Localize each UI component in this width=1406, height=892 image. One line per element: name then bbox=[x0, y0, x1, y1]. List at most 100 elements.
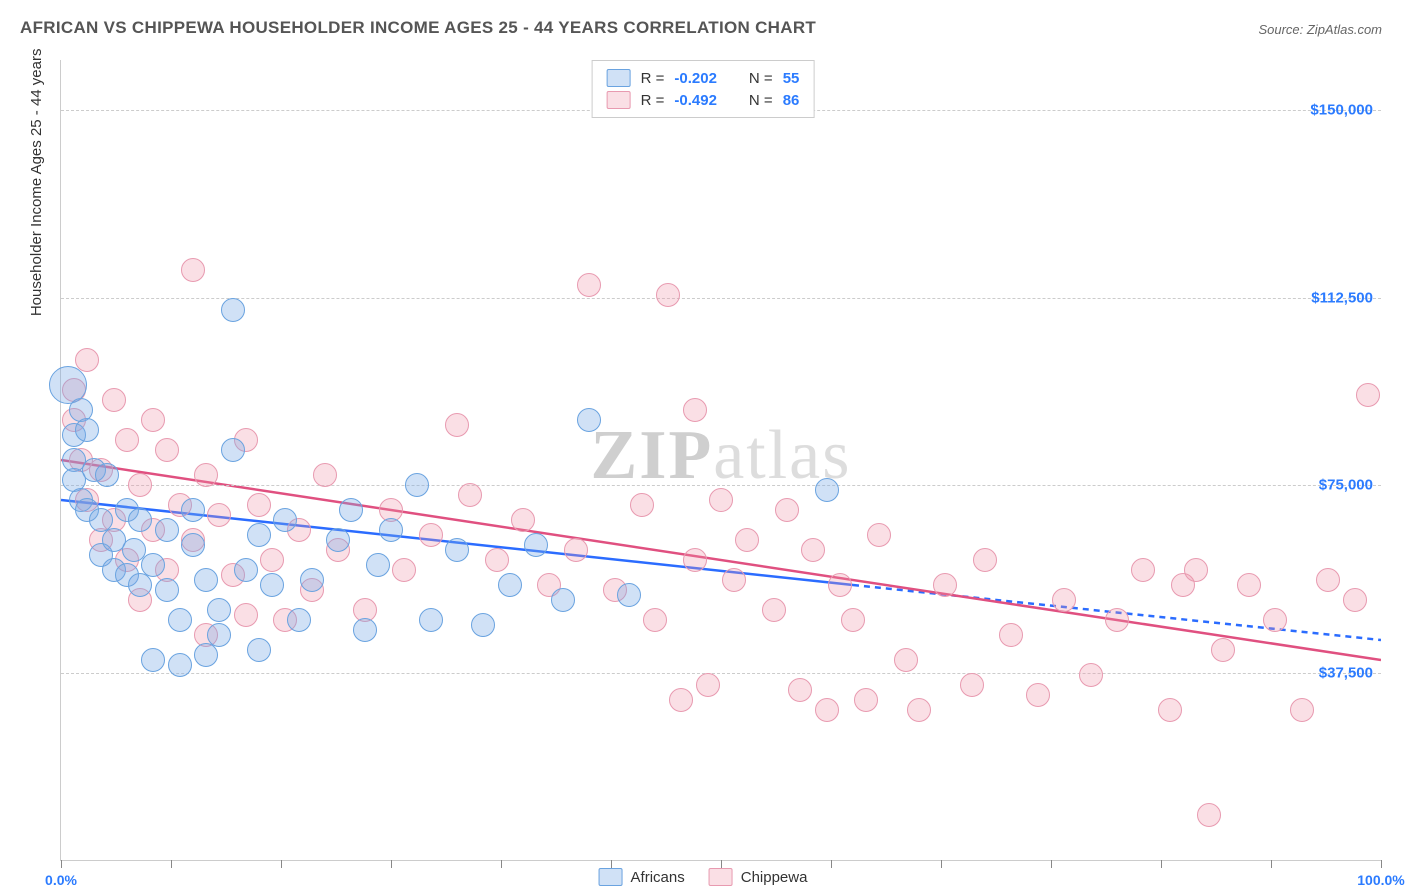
chippewa-point bbox=[511, 508, 535, 532]
chippewa-point bbox=[1237, 573, 1261, 597]
chippewa-point bbox=[1316, 568, 1340, 592]
n-label: N = bbox=[749, 70, 773, 87]
africans-point bbox=[260, 573, 284, 597]
chippewa-point bbox=[194, 463, 218, 487]
x-tick bbox=[391, 860, 392, 868]
chippewa-point bbox=[1197, 803, 1221, 827]
x-tick bbox=[281, 860, 282, 868]
series-label-africans: Africans bbox=[631, 869, 685, 886]
x-tick bbox=[941, 860, 942, 868]
africans-point bbox=[95, 463, 119, 487]
y-tick-label: $75,000 bbox=[1319, 477, 1373, 494]
africans-point bbox=[234, 558, 258, 582]
chippewa-point bbox=[973, 548, 997, 572]
legend-item-africans: Africans bbox=[599, 868, 685, 886]
swatch-chippewa bbox=[607, 91, 631, 109]
africans-point bbox=[247, 523, 271, 547]
y-axis-title: Householder Income Ages 25 - 44 years bbox=[28, 49, 45, 317]
africans-point bbox=[524, 533, 548, 557]
africans-point bbox=[168, 608, 192, 632]
chippewa-point bbox=[815, 698, 839, 722]
africans-point bbox=[815, 478, 839, 502]
chippewa-point bbox=[419, 523, 443, 547]
africans-point bbox=[155, 518, 179, 542]
africans-point bbox=[168, 653, 192, 677]
chippewa-point bbox=[1184, 558, 1208, 582]
chippewa-point bbox=[1052, 588, 1076, 612]
chippewa-point bbox=[867, 523, 891, 547]
chippewa-point bbox=[207, 503, 231, 527]
chippewa-point bbox=[709, 488, 733, 512]
chippewa-point bbox=[234, 603, 258, 627]
x-tick bbox=[721, 860, 722, 868]
x-tick bbox=[61, 860, 62, 868]
africans-point bbox=[419, 608, 443, 632]
chippewa-point bbox=[683, 398, 707, 422]
africans-point bbox=[366, 553, 390, 577]
chippewa-point bbox=[1158, 698, 1182, 722]
y-tick-label: $150,000 bbox=[1310, 102, 1373, 119]
r-value-africans: -0.202 bbox=[674, 70, 717, 87]
chippewa-point bbox=[458, 483, 482, 507]
africans-point bbox=[287, 608, 311, 632]
chippewa-point bbox=[1343, 588, 1367, 612]
africans-point bbox=[221, 438, 245, 462]
n-label: N = bbox=[749, 92, 773, 109]
chippewa-point bbox=[102, 388, 126, 412]
chippewa-point bbox=[656, 283, 680, 307]
swatch-chippewa bbox=[709, 868, 733, 886]
x-tick bbox=[171, 860, 172, 868]
gridline bbox=[61, 673, 1381, 674]
source-label: Source: ZipAtlas.com bbox=[1258, 22, 1382, 37]
chippewa-point bbox=[75, 348, 99, 372]
chippewa-point bbox=[1131, 558, 1155, 582]
chippewa-point bbox=[1290, 698, 1314, 722]
swatch-africans bbox=[607, 69, 631, 87]
chippewa-point bbox=[762, 598, 786, 622]
watermark-bold: ZIP bbox=[591, 417, 714, 494]
chippewa-point bbox=[841, 608, 865, 632]
series-legend: Africans Chippewa bbox=[599, 868, 808, 886]
r-label: R = bbox=[641, 70, 665, 87]
chippewa-point bbox=[801, 538, 825, 562]
chippewa-point bbox=[960, 673, 984, 697]
africans-point bbox=[405, 473, 429, 497]
chippewa-point bbox=[999, 623, 1023, 647]
chippewa-point bbox=[894, 648, 918, 672]
africans-point bbox=[617, 583, 641, 607]
y-tick-label: $37,500 bbox=[1319, 664, 1373, 681]
gridline bbox=[61, 485, 1381, 486]
x-min-label: 0.0% bbox=[45, 872, 77, 888]
legend-row-chippewa: R = -0.492 N = 86 bbox=[607, 89, 800, 111]
chippewa-point bbox=[128, 473, 152, 497]
chart-title: AFRICAN VS CHIPPEWA HOUSEHOLDER INCOME A… bbox=[20, 18, 816, 38]
y-tick-label: $112,500 bbox=[1311, 289, 1373, 306]
chippewa-point bbox=[933, 573, 957, 597]
chippewa-point bbox=[907, 698, 931, 722]
africans-point bbox=[247, 638, 271, 662]
chippewa-point bbox=[1211, 638, 1235, 662]
chippewa-point bbox=[696, 673, 720, 697]
chippewa-point bbox=[115, 428, 139, 452]
chippewa-point bbox=[564, 538, 588, 562]
x-tick bbox=[1381, 860, 1382, 868]
chippewa-point bbox=[313, 463, 337, 487]
chippewa-point bbox=[669, 688, 693, 712]
x-tick bbox=[1271, 860, 1272, 868]
swatch-africans bbox=[599, 868, 623, 886]
africans-point bbox=[155, 578, 179, 602]
chippewa-point bbox=[643, 608, 667, 632]
chippewa-point bbox=[775, 498, 799, 522]
chippewa-point bbox=[1079, 663, 1103, 687]
legend-item-chippewa: Chippewa bbox=[709, 868, 808, 886]
africans-point bbox=[353, 618, 377, 642]
r-label: R = bbox=[641, 92, 665, 109]
x-tick bbox=[831, 860, 832, 868]
africans-point bbox=[339, 498, 363, 522]
africans-point bbox=[273, 508, 297, 532]
africans-point bbox=[471, 613, 495, 637]
africans-point bbox=[379, 518, 403, 542]
chippewa-point bbox=[485, 548, 509, 572]
africans-point bbox=[326, 528, 350, 552]
chippewa-point bbox=[392, 558, 416, 582]
